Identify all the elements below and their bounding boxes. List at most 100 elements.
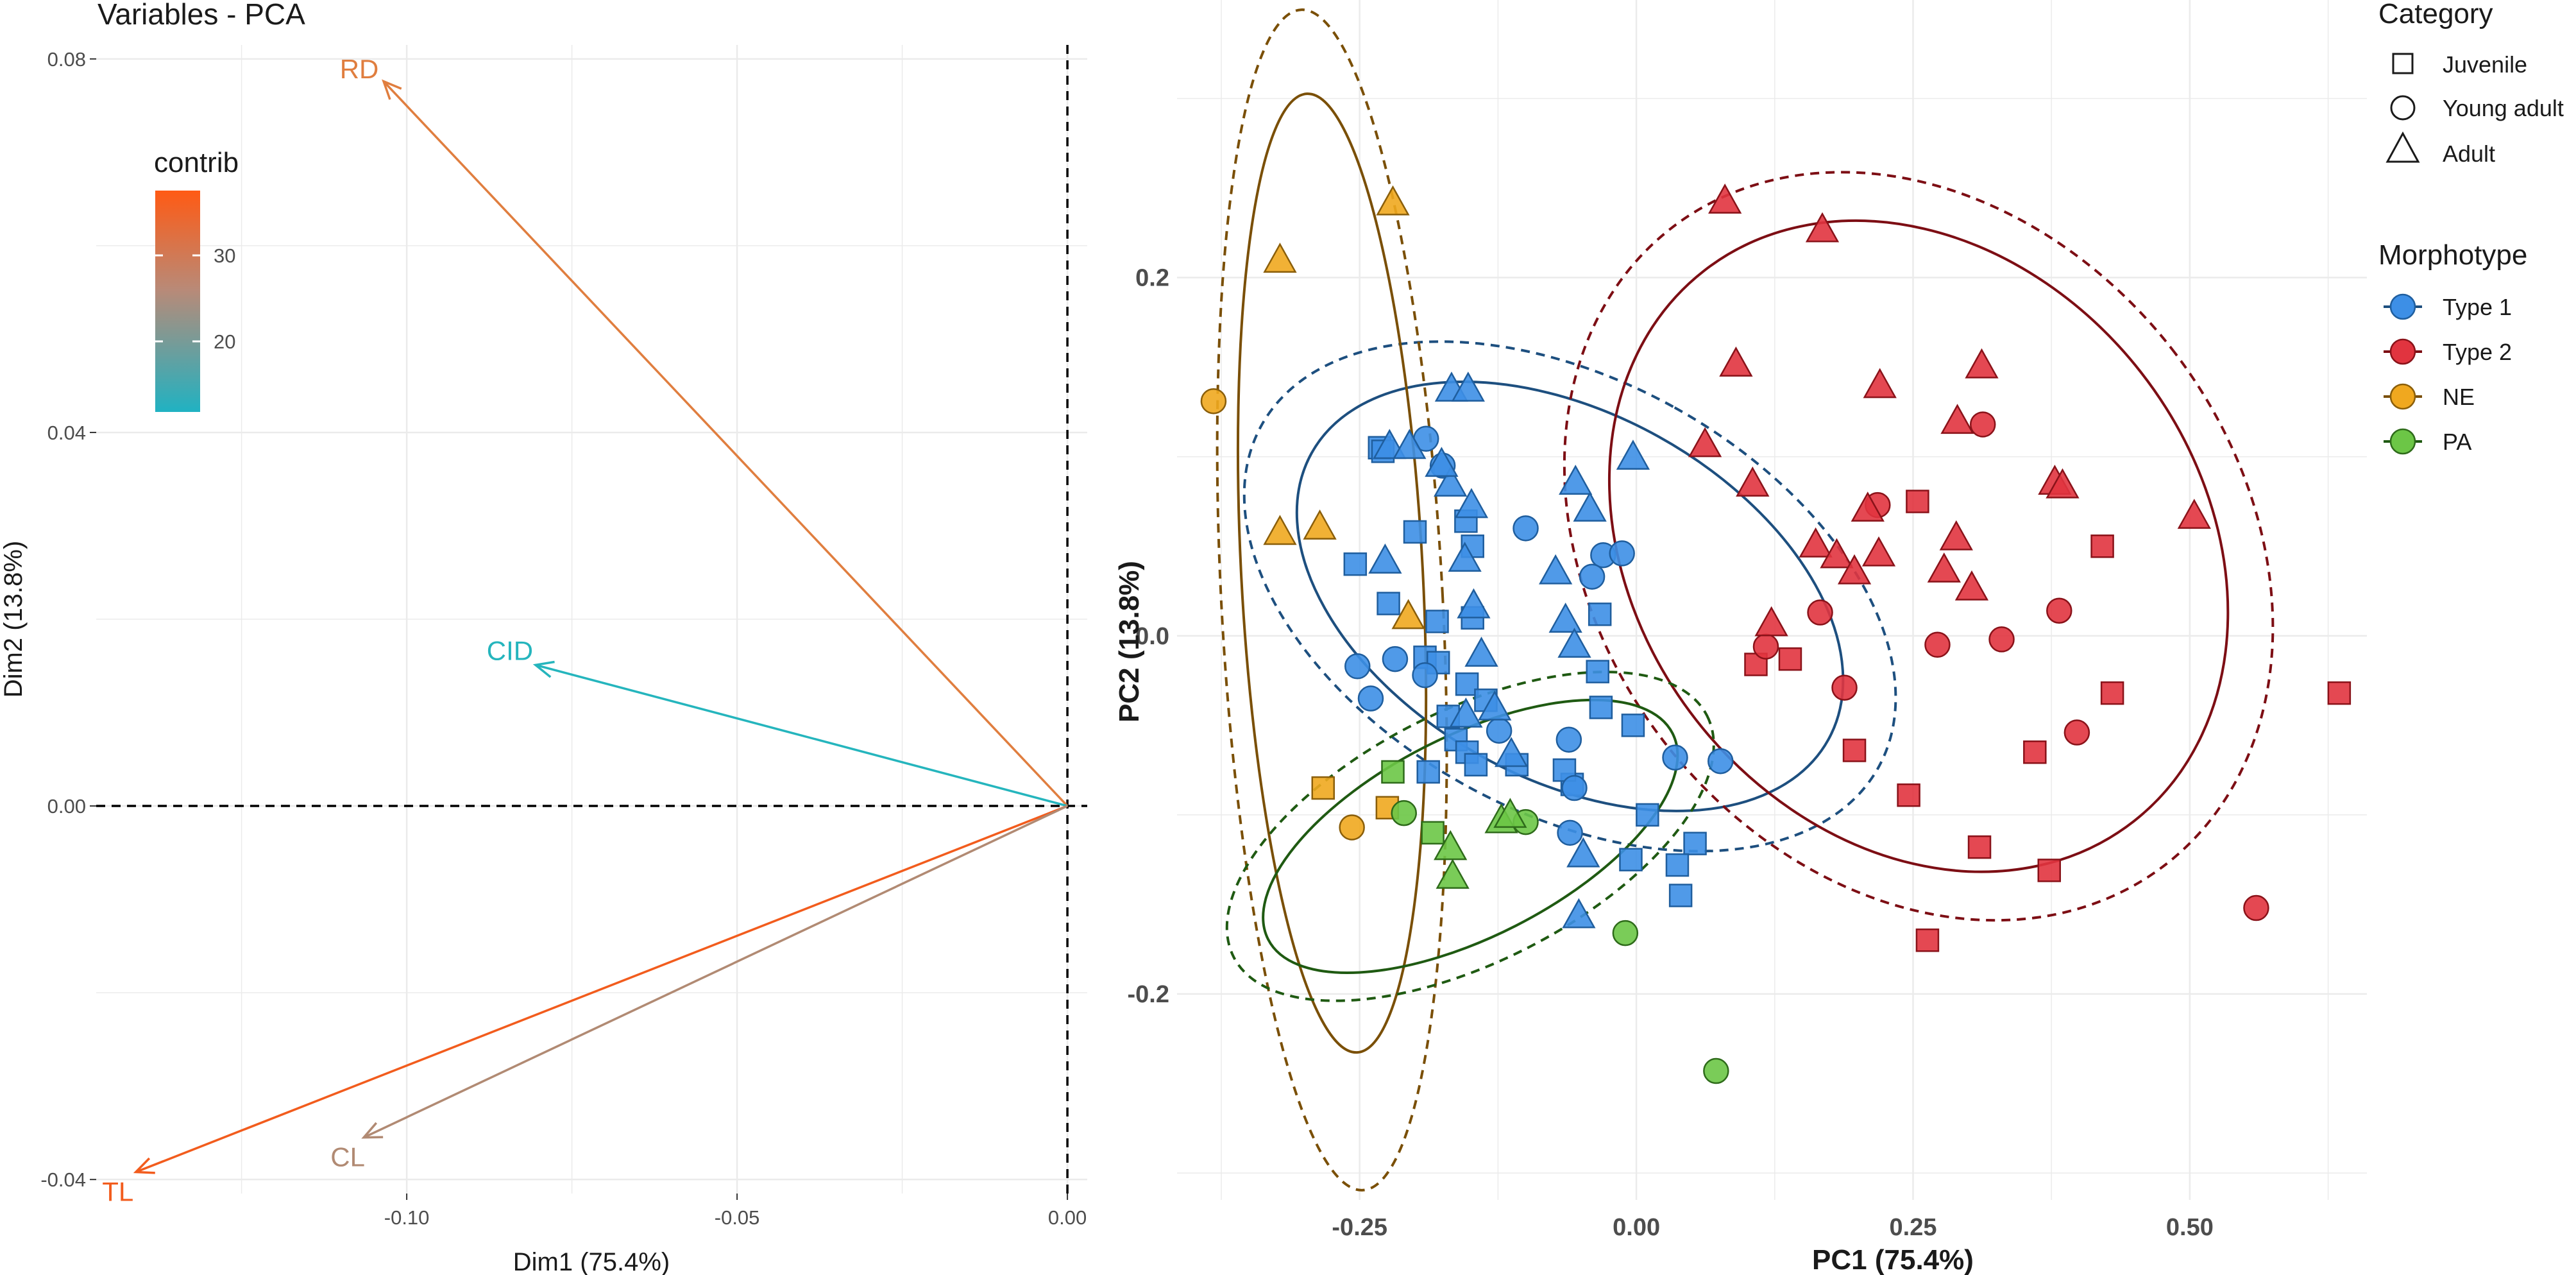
data-point bbox=[1609, 540, 1635, 567]
data-point bbox=[1662, 744, 1688, 771]
data-point bbox=[1586, 660, 1609, 683]
legend-label: NE bbox=[2443, 384, 2475, 410]
data-point bbox=[1539, 554, 1573, 585]
data-point bbox=[1754, 606, 1788, 637]
y-axis-ticks: 0.08 0.04 0.00 -0.04 bbox=[40, 48, 96, 1191]
vector-label: CID bbox=[487, 635, 533, 665]
right-x-axis-label: PC1 (75.4%) bbox=[1812, 1244, 1974, 1275]
data-point bbox=[1557, 819, 1583, 846]
data-point bbox=[1927, 552, 1961, 583]
data-point bbox=[1683, 832, 1707, 855]
contrib-colorbar bbox=[155, 191, 200, 412]
arrowhead-icon bbox=[382, 79, 402, 100]
vector-label: TL bbox=[102, 1177, 133, 1207]
data-point bbox=[1566, 837, 1600, 868]
data-point bbox=[1557, 628, 1591, 658]
confidence-ellipses bbox=[1216, 8, 2275, 1192]
data-point bbox=[1486, 717, 1513, 744]
data-point bbox=[1969, 411, 1996, 438]
x-tick-label: 0.00 bbox=[1048, 1206, 1087, 1229]
data-point bbox=[1621, 714, 1645, 737]
young-adult-circle-icon bbox=[2390, 95, 2416, 121]
data-point bbox=[1863, 368, 1897, 398]
legend-label-adult: Adult bbox=[2443, 141, 2495, 167]
data-point bbox=[1589, 696, 1613, 719]
y-tick-label: 0.04 bbox=[47, 422, 86, 444]
data-point bbox=[1851, 492, 1885, 522]
data-point bbox=[1454, 488, 1489, 518]
data-point bbox=[1393, 429, 1427, 459]
data-point bbox=[1842, 739, 1867, 762]
x-axis-ticks: -0.25 0.00 0.25 0.50 bbox=[1332, 1214, 2213, 1241]
x-tick-label: -0.25 bbox=[1332, 1214, 1387, 1241]
data-point bbox=[1820, 538, 1854, 569]
ellipse-type-2-outer bbox=[1563, 171, 2275, 922]
x-tick-label: 0.25 bbox=[1890, 1214, 1937, 1241]
data-point bbox=[1357, 685, 1384, 712]
data-point bbox=[1478, 690, 1512, 721]
contrib-legend-title: contrib bbox=[154, 147, 239, 178]
legend-item-type-1: Type 1 bbox=[2384, 293, 2512, 320]
left-chart-title: Variables - PCA bbox=[97, 0, 305, 31]
y-tick-label: 0.08 bbox=[47, 48, 86, 71]
data-point bbox=[1303, 509, 1337, 540]
data-point bbox=[1939, 520, 1973, 551]
data-point bbox=[2090, 535, 2114, 558]
data-point bbox=[2177, 499, 2211, 529]
data-point bbox=[1752, 633, 1779, 660]
data-point bbox=[1412, 662, 1438, 689]
data-point bbox=[1778, 647, 1802, 671]
adult-triangle-icon bbox=[2385, 131, 2420, 163]
data-point bbox=[1200, 388, 1227, 415]
arrowhead-icon bbox=[361, 1122, 384, 1139]
y-axis-ticks: 0.2 0.0 -0.2 bbox=[1128, 265, 1169, 1008]
vector-tl bbox=[135, 805, 1068, 1174]
right-y-axis-label: PC2 (13.8%) bbox=[1114, 561, 1145, 723]
x-tick-label: -0.10 bbox=[384, 1206, 430, 1229]
data-point bbox=[1837, 554, 1872, 585]
data-point bbox=[1434, 830, 1468, 860]
data-point bbox=[1897, 783, 1920, 807]
legend-label: PA bbox=[2443, 429, 2471, 455]
ellipse-ne-outer bbox=[1216, 8, 1448, 1192]
data-point bbox=[1403, 520, 1427, 544]
data-point bbox=[1940, 404, 1974, 434]
data-point bbox=[1451, 372, 1485, 402]
data-point bbox=[1805, 212, 1840, 243]
left-x-axis-label: Dim1 (75.4%) bbox=[513, 1248, 670, 1275]
data-point bbox=[1915, 928, 1940, 952]
contrib-tick-label: 30 bbox=[214, 244, 235, 267]
data-point bbox=[1548, 603, 1582, 633]
ellipse-pa-outer bbox=[1225, 671, 1715, 1002]
data-point bbox=[1513, 515, 1539, 542]
data-point bbox=[1619, 848, 1643, 871]
data-point bbox=[1343, 552, 1368, 576]
legend-dot-icon bbox=[2389, 338, 2416, 365]
individuals-pca-panel: -0.25 0.00 0.25 0.50 0.2 0.0 -0.2 PC1 (75.4%)… bbox=[1114, 0, 2564, 1275]
data-point bbox=[1381, 760, 1405, 784]
left-y-axis-label: Dim2 (13.8%) bbox=[0, 541, 28, 698]
data-point bbox=[1736, 466, 1770, 497]
contrib-legend: contrib 30 20 bbox=[154, 147, 239, 412]
data-point bbox=[1719, 347, 1753, 377]
data-point bbox=[1579, 563, 1606, 590]
data-point bbox=[1559, 465, 1593, 495]
contrib-tick-label: 20 bbox=[214, 330, 235, 353]
x-tick-label: 0.50 bbox=[2166, 1214, 2214, 1241]
vector-label: RD bbox=[340, 54, 379, 84]
legend-label-juvenile: Juvenile bbox=[2443, 51, 2527, 78]
data-point bbox=[1464, 637, 1498, 667]
data-point bbox=[1562, 898, 1596, 928]
data-point bbox=[1561, 774, 1588, 801]
vector-label: CL bbox=[330, 1142, 365, 1172]
data-point bbox=[1263, 243, 1297, 273]
x-tick-label: -0.05 bbox=[715, 1206, 760, 1229]
data-point bbox=[1368, 543, 1402, 574]
vector-cl bbox=[363, 805, 1068, 1139]
data-point bbox=[1954, 570, 1989, 601]
ellipse-ne-inner bbox=[1236, 92, 1428, 1054]
morphotype-legend: Morphotype Type 1 Type 2 NE PA bbox=[2378, 239, 2527, 455]
data-points bbox=[1200, 184, 2351, 1084]
data-point bbox=[1382, 646, 1409, 672]
